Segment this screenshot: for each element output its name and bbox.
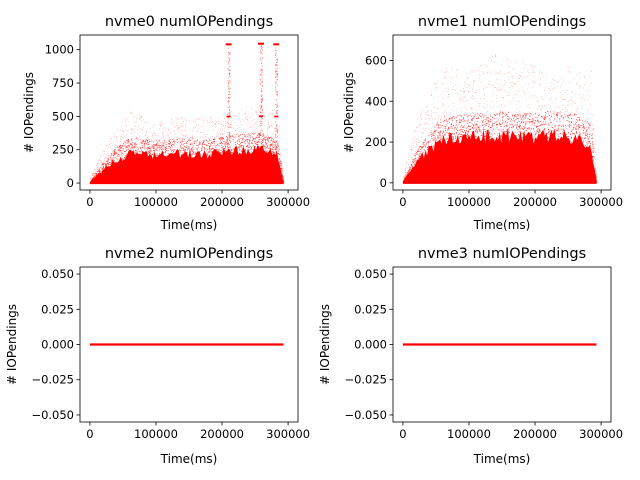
axes-layer: 0 100000 200000 300000 0 250 500 750 1000 — [45, 34, 310, 209]
x-tick-label: 300000 — [579, 195, 623, 209]
subplot-title: nvme2 numIOPendings — [105, 246, 273, 262]
axes-layer: 0 100000 200000 300000 −0.050 −0.025 0.000 0.02… — [344, 266, 623, 441]
y-tick-label: 0 — [67, 176, 74, 190]
subplot-nvme3: nvme3 numIOPendings 0 100000 200000 300000 −… — [318, 246, 623, 466]
subplot-title: nvme1 numIOPendings — [418, 14, 586, 30]
y-axis-label: # IOPendings — [5, 304, 19, 385]
y-tick-label: 0.025 — [41, 302, 74, 316]
x-tick-label: 0 — [399, 427, 406, 441]
y-tick-label: 400 — [365, 94, 387, 108]
x-tick-label: 0 — [86, 427, 93, 441]
x-tick-label: 100000 — [447, 195, 491, 209]
subplot-title: nvme3 numIOPendings — [418, 246, 586, 262]
x-axis-label: Time(ms) — [160, 218, 218, 232]
scatter-dense-band — [402, 128, 597, 183]
y-tick-label: 600 — [365, 53, 387, 67]
x-axis-label: Time(ms) — [473, 218, 531, 232]
y-tick-label: 250 — [52, 143, 74, 157]
spike-points — [227, 44, 231, 184]
y-tick-label: 0 — [380, 176, 387, 190]
axes-layer: 0 100000 200000 300000 −0.050 −0.025 0.000 0.02… — [31, 266, 310, 441]
x-tick-label: 0 — [399, 195, 406, 209]
y-tick-label: −0.050 — [31, 408, 74, 422]
subplot-nvme2: nvme2 numIOPendings 0 100000 200000 300000 −… — [5, 246, 310, 466]
scatter-dense-band — [89, 144, 284, 184]
x-tick-label: 200000 — [513, 427, 557, 441]
y-tick-label: 0.000 — [41, 338, 74, 352]
y-tick-label: −0.025 — [31, 373, 74, 387]
y-axis-label: # IOPendings — [22, 72, 36, 153]
y-axis-label: # IOPendings — [318, 304, 332, 385]
y-tick-label: 0.025 — [354, 302, 387, 316]
scatter-points-dense — [89, 132, 285, 184]
x-tick-label: 200000 — [513, 195, 557, 209]
x-tick-label: 300000 — [579, 427, 623, 441]
x-axis-label: Time(ms) — [473, 452, 531, 466]
plot-area — [402, 54, 598, 184]
subplot-nvme1: nvme1 numIOPendings 0 100000 200000 3000000… — [342, 14, 623, 232]
spike-points — [274, 44, 279, 182]
x-tick-label: 100000 — [134, 195, 178, 209]
subplot-title: nvme0 numIOPendings — [105, 14, 273, 30]
y-tick-label: 0.050 — [354, 267, 387, 281]
scatter-points-dense — [402, 110, 598, 183]
y-tick-label: −0.025 — [344, 373, 387, 387]
y-axis-label: # IOPendings — [342, 72, 356, 153]
axes-frame — [392, 34, 612, 191]
x-axis-label: Time(ms) — [160, 452, 218, 466]
x-tick-label: 300000 — [266, 195, 310, 209]
y-tick-label: 500 — [52, 109, 74, 123]
y-tick-label: 1000 — [45, 43, 74, 57]
x-tick-label: 200000 — [200, 195, 244, 209]
x-tick-label: 200000 — [200, 427, 244, 441]
axes-layer: 0 100000 200000 300000 0 200 400 600 — [365, 34, 623, 209]
plot-area — [89, 42, 285, 185]
y-tick-label: 750 — [52, 76, 74, 90]
y-tick-label: −0.050 — [344, 408, 387, 422]
x-tick-label: 100000 — [447, 427, 491, 441]
y-tick-label: 0.000 — [354, 338, 387, 352]
x-tick-label: 0 — [86, 195, 93, 209]
y-tick-label: 0.050 — [41, 267, 74, 281]
y-tick-label: 200 — [365, 135, 387, 149]
x-tick-label: 100000 — [134, 427, 178, 441]
subplot-nvme0: nvme0 numIOPendings 0 100000 200000 3000000… — [22, 14, 310, 232]
axes-frame — [79, 34, 299, 191]
x-tick-label: 300000 — [266, 427, 310, 441]
